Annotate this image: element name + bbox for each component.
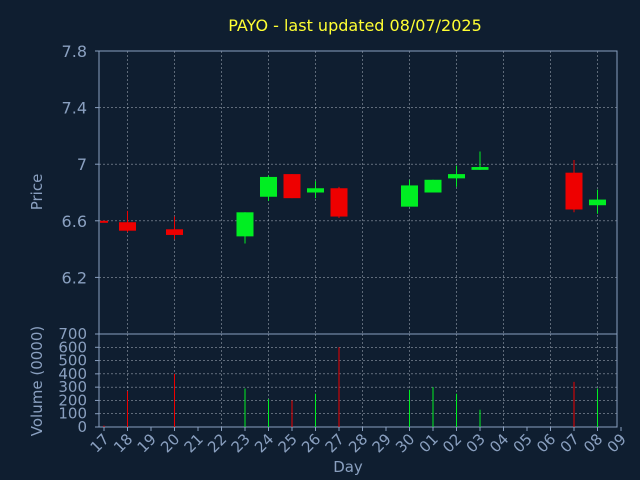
candle-body [119, 222, 136, 231]
price-tick-label: 7.8 [62, 42, 87, 61]
x-tick-label: 26 [298, 430, 324, 456]
candle-body [260, 176, 277, 197]
candle-body [166, 229, 183, 235]
x-tick-label: 23 [228, 430, 254, 456]
x-tick-label: 03 [463, 430, 489, 456]
volume-axis-label: Volume (0000) [28, 326, 46, 436]
volume-frame [98, 333, 618, 428]
volume-tick-label: 300 [58, 378, 87, 396]
volume-tick-label: 500 [58, 352, 87, 370]
x-tick-label: 17 [87, 430, 113, 456]
x-tick-label: 18 [110, 430, 136, 456]
x-tick-label: 04 [486, 430, 512, 456]
volume-tick-label: 200 [58, 391, 87, 409]
chart-title: PAYO - last updated 08/07/2025 [228, 16, 482, 35]
volume-grid [99, 334, 617, 427]
x-tick-label: 24 [251, 430, 277, 456]
candle-body [330, 188, 348, 217]
volume-tick-label: 0 [77, 418, 87, 436]
candle-body [401, 185, 418, 207]
price-y-ticks: 6.2 6.6 7 7.4 7.8 [62, 42, 99, 287]
x-tick-label: 05 [510, 430, 536, 456]
candle-body [100, 220, 108, 223]
candle-body [283, 174, 301, 199]
x-tick-label: 08 [580, 430, 606, 456]
x-tick-label: 22 [204, 430, 230, 456]
price-tick-label: 6.2 [62, 268, 87, 287]
price-panel: 6.2 6.6 7 7.4 7.8 Price [28, 42, 618, 335]
x-tick-label: 25 [275, 430, 301, 456]
x-tick-label: 06 [533, 430, 559, 456]
x-tick-label: 20 [157, 430, 183, 456]
x-axis-label: Day [333, 458, 363, 476]
x-tick-label: 01 [416, 430, 442, 456]
candle-body [565, 172, 583, 210]
candle-body [424, 179, 442, 193]
price-axis-label: Price [28, 174, 46, 211]
candle-body [448, 174, 465, 179]
x-tick-label: 19 [134, 430, 160, 456]
candle-body [589, 199, 606, 206]
volume-tick-label: 400 [58, 365, 87, 383]
x-tick-label: 29 [369, 430, 395, 456]
x-tick-label: 02 [439, 430, 465, 456]
x-tick-label: 07 [557, 430, 583, 456]
candles [100, 151, 606, 244]
volume-tick-label: 700 [58, 325, 87, 343]
price-tick-label: 6.6 [62, 212, 87, 231]
x-tick-label: 21 [181, 430, 207, 456]
x-tick-label: 27 [322, 430, 348, 456]
volume-tick-label: 600 [58, 338, 87, 356]
price-tick-label: 7 [77, 155, 87, 174]
x-tick-label: 09 [604, 430, 630, 456]
candle-body [307, 188, 324, 193]
candle-body [471, 167, 489, 170]
volume-tick-label: 100 [58, 405, 87, 423]
x-tick-label: 30 [392, 430, 418, 456]
price-tick-label: 7.4 [62, 99, 87, 118]
x-tick-label: 28 [345, 430, 371, 456]
price-frame [98, 50, 618, 335]
volume-bars [103, 347, 598, 427]
x-axis-ticks: 1718192021222324252627282930010203040506… [87, 427, 630, 456]
price-grid [99, 51, 617, 334]
candle-body [236, 212, 254, 237]
